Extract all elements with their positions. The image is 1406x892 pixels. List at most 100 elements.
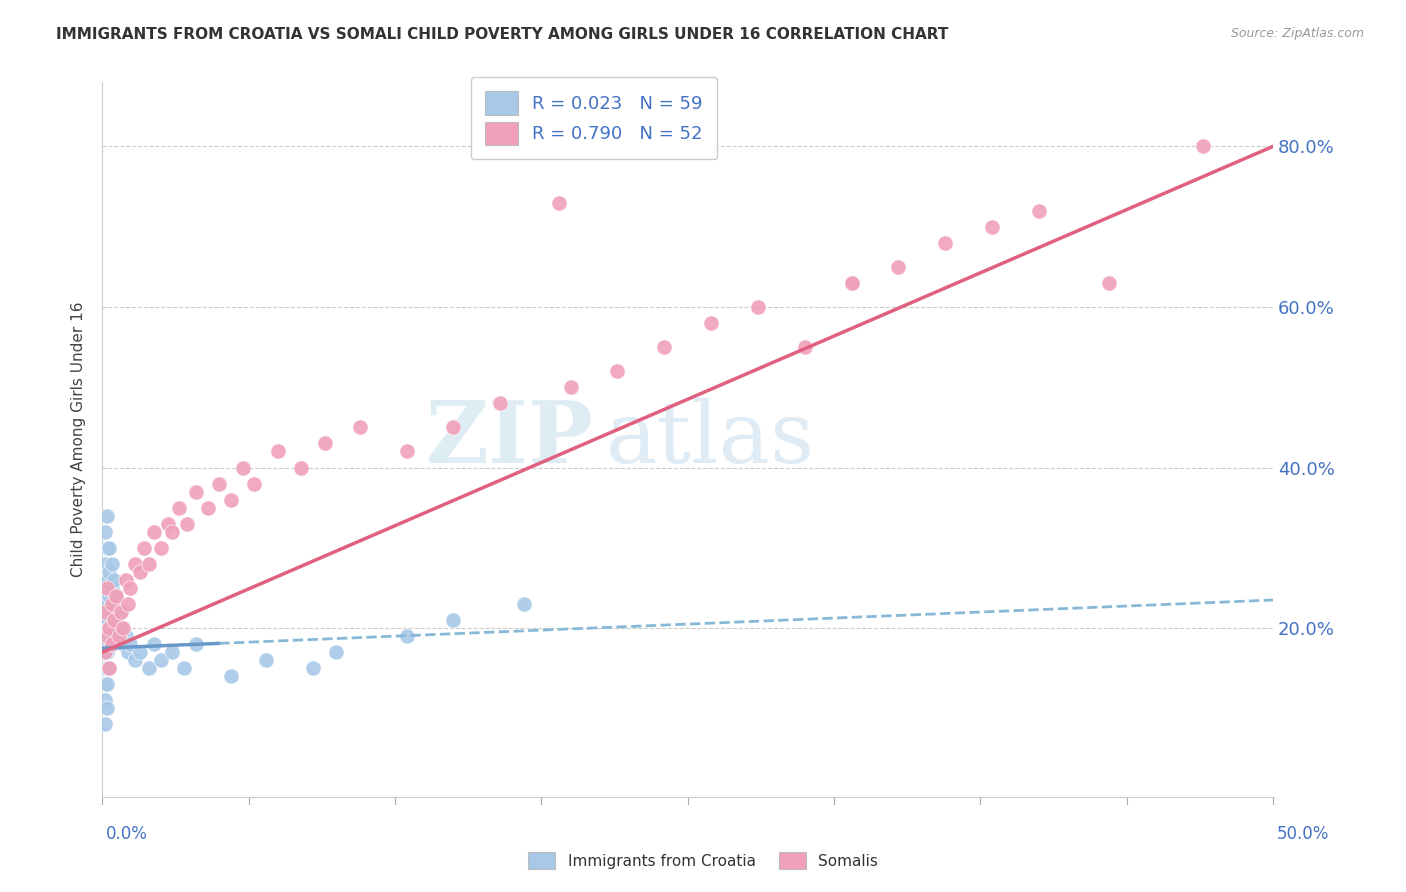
Text: 0.0%: 0.0% [105, 825, 148, 843]
Point [112, 621, 135, 635]
Point [100, 629, 122, 643]
Point [267, 444, 290, 458]
Point [142, 637, 165, 651]
Point [747, 300, 769, 314]
Point [93, 629, 115, 643]
Point [134, 541, 156, 555]
Point [96, 629, 118, 643]
Point [325, 645, 347, 659]
Point [98, 589, 121, 603]
Point [96, 629, 118, 643]
Point [652, 340, 675, 354]
Point [96, 541, 118, 555]
Point [138, 661, 160, 675]
Point [105, 589, 128, 603]
Point [96, 597, 118, 611]
Point [96, 508, 118, 523]
Point [107, 605, 129, 619]
Point [112, 637, 135, 651]
Point [100, 597, 122, 611]
Point [156, 516, 179, 531]
Point [103, 597, 125, 611]
Point [149, 541, 172, 555]
Point [443, 420, 465, 434]
Point [100, 581, 122, 595]
Point [93, 605, 115, 619]
Point [117, 597, 139, 611]
Point [114, 573, 136, 587]
Point [395, 444, 418, 458]
Point [105, 613, 128, 627]
Point [96, 581, 118, 595]
Point [1098, 276, 1121, 290]
Point [232, 460, 254, 475]
Point [197, 500, 219, 515]
Point [93, 637, 115, 651]
Point [149, 653, 172, 667]
Text: 50.0%: 50.0% [1277, 825, 1329, 843]
Point [93, 645, 115, 659]
Point [117, 645, 139, 659]
Point [547, 195, 569, 210]
Point [93, 693, 115, 707]
Point [98, 565, 121, 579]
Text: ZIP: ZIP [426, 398, 593, 482]
Point [93, 677, 115, 691]
Point [110, 621, 132, 635]
Legend: Immigrants from Croatia, Somalis: Immigrants from Croatia, Somalis [522, 846, 884, 875]
Point [96, 661, 118, 675]
Point [105, 589, 128, 603]
Point [103, 573, 125, 587]
Point [128, 565, 150, 579]
Point [93, 717, 115, 731]
Point [606, 364, 628, 378]
Point [162, 645, 184, 659]
Point [114, 629, 136, 643]
Point [934, 235, 956, 250]
Point [290, 460, 312, 475]
Point [512, 597, 534, 611]
Point [98, 661, 121, 675]
Point [96, 701, 118, 715]
Point [184, 637, 207, 651]
Point [243, 476, 266, 491]
Point [124, 653, 146, 667]
Point [176, 516, 198, 531]
Point [173, 661, 195, 675]
Point [120, 581, 142, 595]
Point [254, 653, 277, 667]
Point [219, 669, 242, 683]
Point [169, 500, 191, 515]
Text: IMMIGRANTS FROM CROATIA VS SOMALI CHILD POVERTY AMONG GIRLS UNDER 16 CORRELATION: IMMIGRANTS FROM CROATIA VS SOMALI CHILD … [56, 27, 949, 42]
Point [208, 476, 231, 491]
Point [96, 645, 118, 659]
Point [120, 637, 142, 651]
Point [98, 621, 121, 635]
Point [98, 541, 121, 555]
Point [981, 219, 1004, 234]
Point [98, 605, 121, 619]
Point [841, 276, 863, 290]
Point [107, 629, 129, 643]
Point [128, 645, 150, 659]
Point [98, 621, 121, 635]
Point [793, 340, 815, 354]
Point [110, 605, 132, 619]
Point [124, 557, 146, 571]
Point [841, 276, 863, 290]
Point [219, 492, 242, 507]
Point [700, 316, 723, 330]
Point [1191, 139, 1213, 153]
Point [96, 677, 118, 691]
Point [93, 524, 115, 539]
Point [887, 260, 910, 274]
Point [142, 524, 165, 539]
Point [93, 557, 115, 571]
Point [489, 396, 512, 410]
Point [162, 524, 184, 539]
Point [349, 420, 371, 434]
Point [107, 629, 129, 643]
Point [94, 621, 117, 635]
Point [560, 380, 582, 394]
Point [100, 557, 122, 571]
